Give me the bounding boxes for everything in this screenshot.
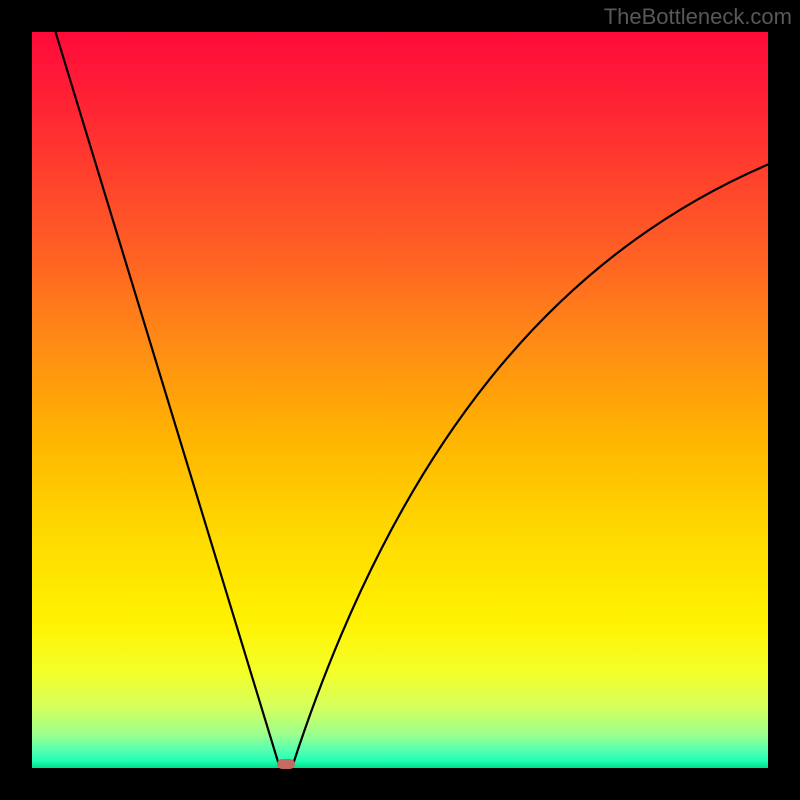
app-root: TheBottleneck.com — [0, 0, 800, 800]
optimal-point-marker — [277, 759, 295, 769]
watermark-text: TheBottleneck.com — [604, 4, 792, 30]
curve-path — [56, 32, 768, 764]
plot-area — [32, 32, 768, 768]
bottleneck-curve — [32, 32, 768, 768]
